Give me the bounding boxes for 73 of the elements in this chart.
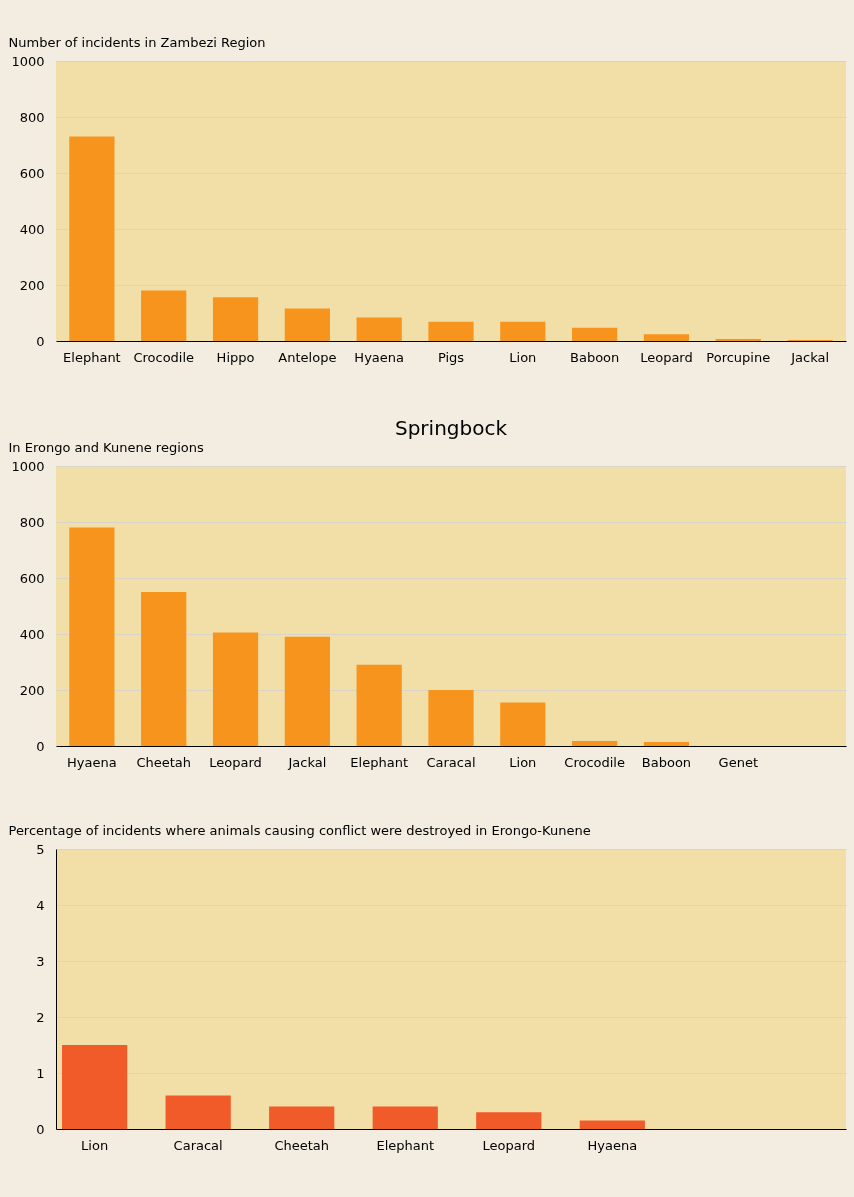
x-tick-label: Baboon xyxy=(641,754,692,770)
bar xyxy=(284,636,330,746)
bar xyxy=(62,1045,128,1129)
x-tick-label: Baboon xyxy=(569,349,620,365)
x-tick-label: Porcupine xyxy=(706,349,771,365)
bar xyxy=(428,321,474,341)
x-tick-label: Cheetah xyxy=(136,754,192,770)
y-tick-label: 2 xyxy=(36,1009,45,1025)
y-tick-label: 600 xyxy=(19,165,45,181)
y-tick-label: 200 xyxy=(19,682,45,698)
y-tick-label: 0 xyxy=(36,1121,45,1137)
y-tick-label: 1 xyxy=(36,1065,45,1081)
x-tick-label: Crocodile xyxy=(133,349,195,365)
bar xyxy=(572,740,618,746)
x-tick-label: Hippo xyxy=(216,349,255,365)
bar xyxy=(579,1120,645,1129)
bar xyxy=(212,297,259,341)
x-tick-label: Hyaena xyxy=(354,349,404,365)
bar xyxy=(356,317,402,341)
bar xyxy=(643,334,690,341)
x-tick-label: Crocodile xyxy=(564,754,625,770)
x-tick-label: Jackal xyxy=(790,349,829,365)
x-tick-label: Elephant xyxy=(63,349,121,365)
chart-title: Springbock xyxy=(394,416,508,440)
y-tick-label: 600 xyxy=(19,570,45,586)
bar xyxy=(69,527,115,746)
bar xyxy=(476,1112,542,1129)
y-tick-label: 800 xyxy=(19,514,45,530)
bar xyxy=(356,664,402,746)
x-tick-label: Lion xyxy=(509,754,537,770)
x-tick-label: Leopard xyxy=(482,1137,536,1153)
x-tick-label: Leopard xyxy=(209,754,262,770)
y-tick-label: 0 xyxy=(36,333,45,349)
y-tick-label: 0 xyxy=(36,738,45,754)
bar xyxy=(500,702,546,746)
bar xyxy=(572,327,618,341)
x-tick-label: Hyaena xyxy=(67,754,117,770)
y-tick-label: 4 xyxy=(36,897,45,913)
bar xyxy=(269,1106,335,1129)
x-tick-label: Antelope xyxy=(278,349,337,365)
x-tick-label: Elephant xyxy=(376,1137,435,1153)
x-tick-label: Hyaena xyxy=(587,1137,638,1153)
x-tick-label: Jackal xyxy=(287,754,327,770)
x-tick-label: Caracal xyxy=(173,1137,223,1153)
bar xyxy=(212,632,259,746)
bar xyxy=(165,1095,231,1129)
y-tick-label: 1000 xyxy=(11,53,45,69)
x-tick-label: Genet xyxy=(718,754,758,770)
bar xyxy=(141,592,187,746)
y-tick-label: 3 xyxy=(36,953,45,969)
x-tick-label: Caracal xyxy=(426,754,476,770)
x-tick-label: Elephant xyxy=(350,754,408,770)
bar xyxy=(284,308,330,341)
bar xyxy=(500,321,546,341)
x-tick-label: Cheetah xyxy=(274,1137,330,1153)
x-tick-label: Leopard xyxy=(640,349,693,365)
y-tick-label: 400 xyxy=(19,221,45,237)
x-tick-label: Lion xyxy=(81,1137,109,1153)
y-axis-title: Number of incidents in Zambezi Region xyxy=(8,34,266,50)
y-tick-label: 5 xyxy=(36,841,45,857)
y-tick-label: 200 xyxy=(19,277,45,293)
x-tick-label: Lion xyxy=(509,349,537,365)
x-tick-label: Pigs xyxy=(437,349,465,365)
y-axis-title: Percentage of incidents where animals causing conflict were destroyed in Erongo-Kunene xyxy=(8,822,591,838)
y-tick-label: 1000 xyxy=(11,458,45,474)
bar xyxy=(372,1106,438,1129)
y-tick-label: 800 xyxy=(19,109,45,125)
y-tick-label: 400 xyxy=(19,626,45,642)
y-axis-title: In Erongo and Kunene regions xyxy=(8,439,204,455)
bar xyxy=(141,290,187,341)
bar xyxy=(428,690,474,746)
bar xyxy=(643,742,690,746)
bar xyxy=(69,136,115,341)
